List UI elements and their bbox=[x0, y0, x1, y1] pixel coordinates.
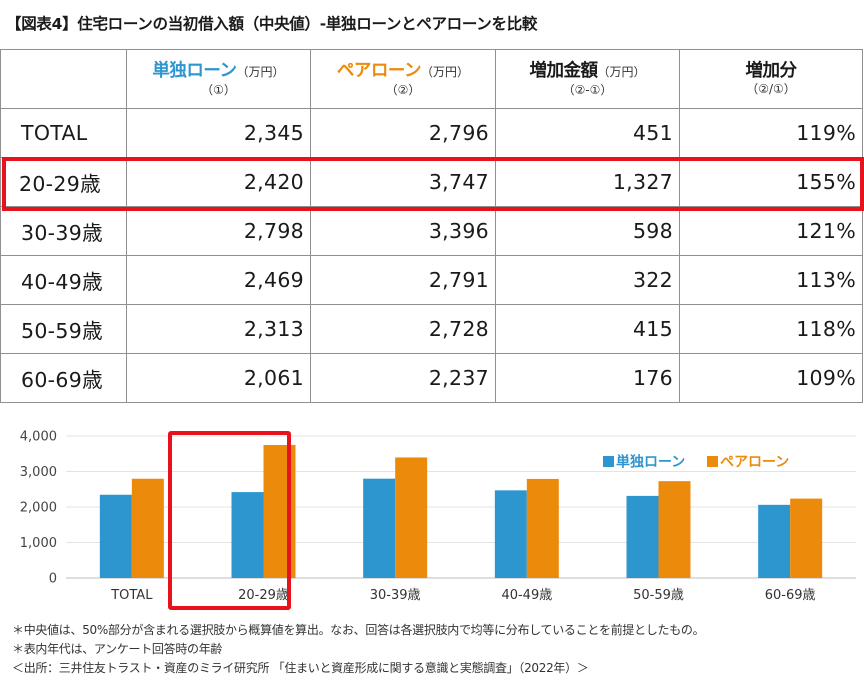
y-axis: 0 1,000 2,000 3,000 4,000 bbox=[20, 430, 57, 587]
cell-single: 2,345 bbox=[126, 108, 311, 158]
footnotes: ＊中央値は、50%部分が含まれる選択肢から概算値を算出。なお、回答は各選択肢内で… bbox=[12, 621, 705, 678]
table-row: TOTAL 2,345 2,796 451 119% bbox=[0, 108, 863, 158]
cell-pair: 3,396 bbox=[310, 206, 496, 256]
cell-pair: 2,728 bbox=[310, 304, 496, 354]
cell-single: 2,061 bbox=[126, 353, 311, 403]
bar-pair-50-59歳 bbox=[658, 481, 691, 578]
cell-single: 2,798 bbox=[126, 206, 311, 256]
table-header-row: 単独ローン（万円） （①） ペアローン（万円） （②） 増加金額（万円） （②-… bbox=[0, 49, 863, 109]
bar-chart: 0 1,000 2,000 3,000 4,000 TOTAL 20-29歳 30-39歳 4… bbox=[20, 430, 856, 610]
y-tick-label: 1,000 bbox=[20, 536, 57, 551]
x-tick-label: 30-39歳 bbox=[370, 588, 421, 603]
cell-increase: 322 bbox=[495, 255, 680, 305]
y-tick-label: 3,000 bbox=[20, 465, 57, 480]
x-tick-label: 50-59歳 bbox=[633, 588, 684, 603]
cell-single: 2,469 bbox=[126, 255, 311, 305]
bar-single-30-39歳 bbox=[363, 478, 396, 578]
bar-single-20-29歳 bbox=[231, 492, 264, 578]
note-median: ＊中央値は、50%部分が含まれる選択肢から概算値を算出。なお、回答は各選択肢内で… bbox=[12, 623, 705, 637]
x-tick-label: 20-29歳 bbox=[238, 588, 289, 603]
cell-ratio: 119% bbox=[679, 108, 863, 158]
cell-ratio: 155% bbox=[679, 157, 863, 207]
table-row-highlighted: 20-29歳 2,420 3,747 1,327 155% bbox=[0, 157, 863, 207]
cell-increase: 451 bbox=[495, 108, 680, 158]
legend-label-pair: ペアローン bbox=[720, 455, 789, 471]
highlight-category-frame bbox=[168, 431, 291, 610]
legend-label-single: 単独ローン bbox=[616, 454, 685, 471]
figure-title: 【図表4】住宅ローンの当初借入額（中央値）-単独ローンとペアローンを比較 bbox=[6, 15, 538, 33]
cell-age: TOTAL bbox=[0, 108, 127, 158]
cell-single: 2,313 bbox=[126, 304, 311, 354]
header-pair-loan: ペアローン（万円） （②） bbox=[310, 49, 496, 109]
bar-pair-40-49歳 bbox=[526, 478, 559, 578]
cell-increase: 598 bbox=[495, 206, 680, 256]
bar-pair-30-39歳 bbox=[395, 457, 428, 578]
cell-increase: 1,327 bbox=[495, 157, 680, 207]
cell-age: 60-69歳 bbox=[0, 353, 127, 403]
table-row: 60-69歳 2,061 2,237 176 109% bbox=[0, 353, 863, 403]
y-tick-label: 2,000 bbox=[20, 501, 57, 516]
x-tick-label: 40-49歳 bbox=[501, 588, 552, 603]
cell-age: 40-49歳 bbox=[0, 255, 127, 305]
x-tick-label: TOTAL bbox=[110, 588, 153, 603]
chart-legend: 単独ローン ペアローン bbox=[603, 454, 789, 471]
header-increase-amount: 増加金額（万円） （②-①） bbox=[495, 49, 680, 109]
bar-single-60-69歳 bbox=[758, 504, 791, 578]
cell-age: 20-29歳 bbox=[0, 157, 127, 207]
cell-pair: 2,237 bbox=[310, 353, 496, 403]
cell-ratio: 113% bbox=[679, 255, 863, 305]
legend-swatch-single bbox=[603, 456, 614, 467]
cell-ratio: 121% bbox=[679, 206, 863, 256]
loan-comparison-table: 単独ローン（万円） （①） ペアローン（万円） （②） 増加金額（万円） （②-… bbox=[0, 49, 863, 403]
table-row: 50-59歳 2,313 2,728 415 118% bbox=[0, 304, 863, 354]
cell-age: 30-39歳 bbox=[0, 206, 127, 256]
header-age bbox=[0, 49, 127, 109]
bar-pair-TOTAL bbox=[131, 478, 164, 578]
bar-pair-60-69歳 bbox=[790, 498, 823, 578]
cell-ratio: 109% bbox=[679, 353, 863, 403]
legend-swatch-pair bbox=[707, 456, 718, 467]
bar-single-TOTAL bbox=[99, 494, 132, 578]
bar-single-40-49歳 bbox=[494, 490, 527, 578]
header-increase-ratio: 増加分 （②/①） bbox=[679, 49, 863, 109]
y-tick-label: 0 bbox=[49, 572, 57, 587]
note-age: ＊表内年代は、アンケート回答時の年齢 bbox=[12, 642, 223, 656]
cell-pair: 2,796 bbox=[310, 108, 496, 158]
cell-pair: 3,747 bbox=[310, 157, 496, 207]
cell-age: 50-59歳 bbox=[0, 304, 127, 354]
cell-increase: 415 bbox=[495, 304, 680, 354]
table-row: 30-39歳 2,798 3,396 598 121% bbox=[0, 206, 863, 256]
note-source: ＜出所：三井住友トラスト・資産のミライ研究所 「住まいと資産形成に関する意識と実… bbox=[12, 661, 589, 675]
table-row: 40-49歳 2,469 2,791 322 113% bbox=[0, 255, 863, 305]
cell-pair: 2,791 bbox=[310, 255, 496, 305]
bar-single-50-59歳 bbox=[626, 495, 659, 578]
x-axis: TOTAL 20-29歳 30-39歳 40-49歳 50-59歳 60-69歳 bbox=[110, 588, 815, 603]
cell-ratio: 118% bbox=[679, 304, 863, 354]
cell-single: 2,420 bbox=[126, 157, 311, 207]
gridlines bbox=[66, 435, 856, 579]
x-tick-label: 60-69歳 bbox=[765, 588, 816, 603]
y-tick-label: 4,000 bbox=[20, 430, 57, 445]
header-single-loan: 単独ローン（万円） （①） bbox=[126, 49, 311, 109]
cell-increase: 176 bbox=[495, 353, 680, 403]
